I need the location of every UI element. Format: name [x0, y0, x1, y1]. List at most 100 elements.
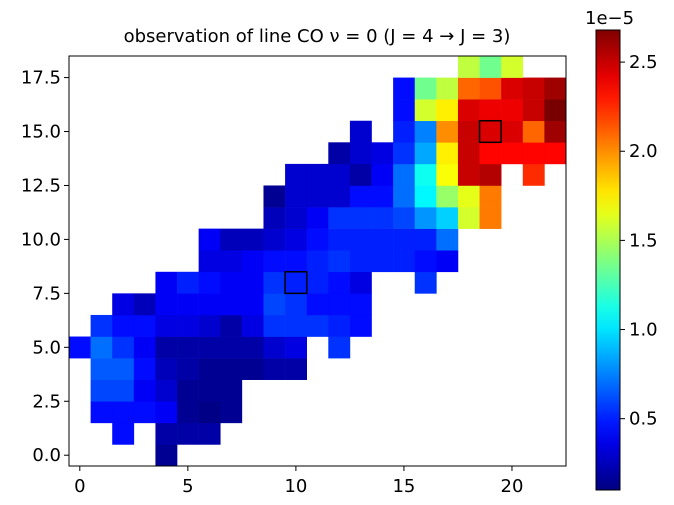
- y-tick-label: 7.5: [32, 283, 61, 304]
- heatmap-cell: [306, 207, 329, 229]
- colorbar-tick-label: 1.0: [629, 320, 658, 341]
- heatmap-cell: [414, 163, 437, 186]
- heatmap-cell: [544, 77, 567, 100]
- heatmap-cell: [328, 142, 351, 165]
- heatmap-cell: [522, 77, 545, 100]
- heatmap-cell: [198, 314, 221, 337]
- y-tick-label: 12.5: [21, 175, 61, 196]
- heatmap-cell: [263, 358, 286, 380]
- heatmap-cell: [177, 336, 199, 359]
- heatmap-cell: [285, 163, 307, 186]
- heatmap-cell: [198, 401, 221, 424]
- colorbar-tick-label: 2.5: [629, 52, 658, 73]
- heatmap-cell: [177, 271, 199, 294]
- heatmap-cell: [220, 336, 243, 359]
- heatmap-cell: [241, 293, 264, 316]
- heatmap-cell: [414, 250, 437, 273]
- heatmap-cell: [479, 163, 502, 186]
- heatmap-cell: [112, 314, 135, 337]
- heatmap-cell: [393, 163, 416, 186]
- heatmap-cell: [522, 120, 545, 143]
- heatmap-cell: [112, 401, 135, 424]
- heatmap-cell: [241, 358, 264, 380]
- heatmap-cell: [522, 99, 545, 122]
- heatmap-cell: [328, 163, 351, 186]
- heatmap-cell: [177, 422, 199, 445]
- heatmap-cell: [414, 77, 437, 100]
- heatmap-cell: [285, 358, 307, 380]
- heatmap-cell: [263, 250, 286, 273]
- heatmap-cell: [90, 358, 113, 380]
- colorbar-tick-label: 0.5: [629, 409, 658, 430]
- heatmap-cell: [133, 293, 156, 316]
- heatmap-cell: [436, 77, 459, 100]
- x-tick-label: 15: [392, 476, 415, 497]
- highlight-box: [284, 271, 308, 295]
- heatmap-cell: [285, 293, 307, 316]
- heatmap-cell: [414, 120, 437, 143]
- heatmap-cell: [436, 228, 459, 251]
- heatmap-cell: [112, 293, 135, 316]
- heatmap-cell: [393, 207, 416, 229]
- heatmap-cell: [436, 142, 459, 165]
- heatmap-cell: [479, 185, 502, 208]
- heatmap-cell: [349, 120, 372, 143]
- heatmap-cell: [90, 336, 113, 359]
- heatmap-cell: [306, 293, 329, 316]
- chart-title: observation of line CO ν = 0 (J = 4 → J …: [124, 26, 511, 47]
- heatmap-cell: [414, 271, 437, 294]
- heatmap-cell: [436, 163, 459, 186]
- heatmap-cell: [177, 358, 199, 380]
- heatmap-cell: [306, 228, 329, 251]
- y-tick-label: 0.0: [32, 445, 61, 466]
- heatmap-cell: [220, 250, 243, 273]
- heatmap-cell: [371, 207, 394, 229]
- heatmap-cell: [133, 358, 156, 380]
- heatmap-cell: [220, 401, 243, 424]
- heatmap-cell: [436, 207, 459, 229]
- heatmap-cell: [371, 185, 394, 208]
- heatmap-cell: [155, 271, 178, 294]
- heatmap-cell: [306, 185, 329, 208]
- heatmap-cell: [349, 185, 372, 208]
- heatmap-cell: [177, 401, 199, 424]
- heatmap-cell: [414, 142, 437, 165]
- heatmap-cell: [371, 250, 394, 273]
- heatmap-cell: [263, 207, 286, 229]
- heatmap-cell: [436, 120, 459, 143]
- heatmap-cell: [112, 379, 135, 402]
- heatmap-cell: [501, 99, 524, 122]
- heatmap-cell: [133, 336, 156, 359]
- heatmap-cell: [349, 250, 372, 273]
- heatmap-cell: [90, 401, 113, 424]
- heatmap-cell: [349, 142, 372, 165]
- y-tick-label: 2.5: [32, 391, 61, 412]
- heatmap-cell: [544, 99, 567, 122]
- heatmap-cell: [155, 444, 178, 467]
- heatmap-cell: [198, 336, 221, 359]
- heatmap-cell: [285, 207, 307, 229]
- heatmap-cell: [241, 336, 264, 359]
- heatmap-cell: [263, 293, 286, 316]
- heatmap-cell: [479, 142, 502, 165]
- heatmap-cell: [263, 271, 286, 294]
- heatmap-cell: [220, 379, 243, 402]
- heatmap-cell: [457, 163, 480, 186]
- heatmap-cell: [112, 336, 135, 359]
- heatmap-cell: [501, 120, 524, 143]
- heatmap-cell: [155, 401, 178, 424]
- heatmap-cell: [90, 379, 113, 402]
- heatmap-cell: [220, 358, 243, 380]
- heatmap-cell: [457, 185, 480, 208]
- heatmap-cell: [328, 271, 351, 294]
- heatmap-cell: [414, 207, 437, 229]
- heatmap-cell: [414, 99, 437, 122]
- heatmap-cell: [133, 379, 156, 402]
- heatmap-cell: [198, 293, 221, 316]
- heatmap-cell: [393, 185, 416, 208]
- heatmap-cell: [371, 142, 394, 165]
- heatmap-cell: [69, 336, 91, 359]
- heatmap-cell: [349, 314, 372, 337]
- heatmap-cell: [457, 207, 480, 229]
